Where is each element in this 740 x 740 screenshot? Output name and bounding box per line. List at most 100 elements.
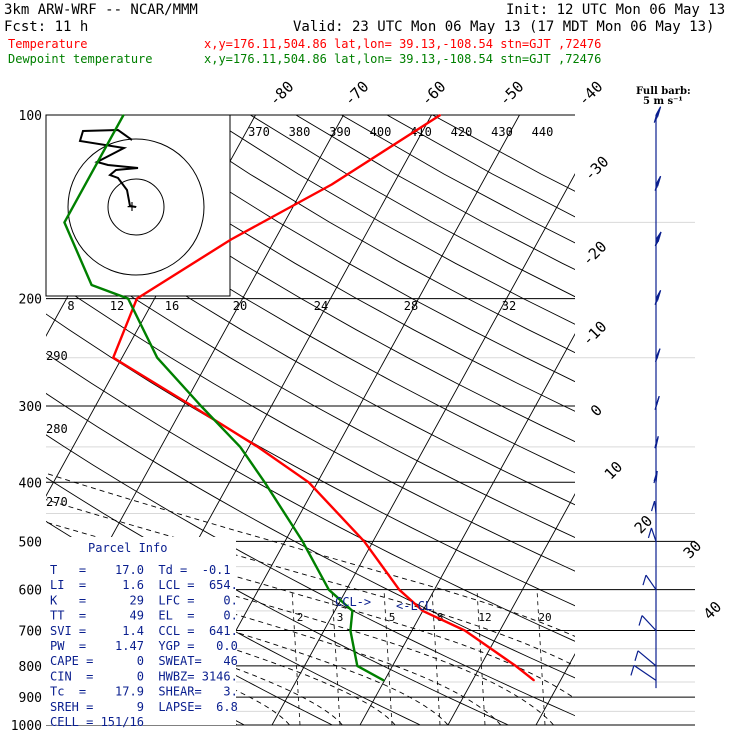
wind-barb-feather	[642, 574, 647, 586]
dewpoint-line-point	[356, 665, 359, 667]
wind-barb-feather	[638, 615, 643, 626]
dewpoint-line-point	[156, 356, 158, 359]
wind-barb-feather	[654, 351, 660, 363]
dewpoint-line-point	[239, 446, 241, 448]
dry-adiabat	[67, 115, 575, 412]
temperature-line-point	[464, 629, 466, 632]
dewpoint-line-point	[122, 114, 125, 116]
mixing-ratio-label: 5	[389, 611, 396, 624]
hodograph-speed-label: 12	[110, 299, 124, 313]
mixing-ratio-line	[476, 589, 486, 725]
dewpoint-line-point	[301, 540, 304, 543]
isotherm-label: -30	[581, 153, 613, 185]
wind-barb	[653, 500, 657, 514]
wind-barb-feather	[654, 180, 659, 191]
dry-adiabat	[46, 434, 575, 717]
mixing-ratio-label: 2	[297, 611, 304, 624]
isotherm-label: -70	[341, 78, 373, 110]
model-title: 3km ARW-WRF -- NCAR/MMM	[4, 2, 198, 18]
isotherm	[359, 333, 575, 725]
isotherm-label: -60	[418, 78, 450, 110]
mixing-ratio-label: 3	[337, 611, 344, 624]
full-barb-title: Full barb:	[636, 86, 691, 97]
theta-label: 370	[248, 125, 270, 139]
parcel-info-row: LI = 1.6 LCL = 654.	[50, 578, 238, 592]
mixing-ratio-label: 12	[478, 611, 491, 624]
mixing-ratio-line	[536, 589, 546, 725]
wind-barb	[637, 650, 657, 667]
wind-barb	[633, 664, 657, 681]
pressure-tick-label: 400	[19, 476, 42, 491]
isotherm	[705, 87, 740, 738]
temperature-line-point	[307, 481, 310, 484]
temperature-line-point	[422, 610, 424, 612]
isotherm-label: -80	[266, 78, 298, 110]
temperature-line-point	[112, 356, 114, 359]
dry-adiabat	[46, 392, 575, 679]
isotherm	[0, 87, 7, 738]
dry-adiabat	[113, 115, 575, 383]
dry-adiabat	[341, 115, 575, 244]
dry-adiabat	[46, 166, 575, 474]
lcl-annotation: <-LCL	[396, 599, 432, 613]
wind-barb-feather	[630, 665, 635, 676]
pressure-tick-label: 700	[19, 625, 42, 640]
hodograph-ring	[67, 138, 205, 276]
wind-barb-feather	[650, 500, 656, 512]
wind-barb-feather	[653, 112, 658, 123]
isotherm-label: -50	[496, 78, 528, 110]
pressure-tick-label: 200	[19, 293, 42, 308]
isotherm	[535, 653, 575, 725]
chart-marks	[63, 106, 662, 689]
pressure-tick-label: 300	[19, 400, 42, 415]
isotherm-label: 0	[587, 401, 606, 420]
dry-adiabat	[250, 115, 575, 298]
hodograph-trace	[78, 128, 139, 208]
hodograph-ring	[107, 178, 165, 236]
temperature-line-point	[136, 297, 138, 300]
isotherm	[183, 115, 521, 725]
dewpoint-line-point	[349, 629, 352, 632]
ccl-annotation: CCL->	[335, 595, 371, 609]
hodograph-speed-label: 20	[233, 299, 247, 313]
parcel-info-row: Tc = 17.9 SHEAR= 3.	[50, 685, 238, 699]
dry-adiabat	[46, 566, 333, 725]
pressure-tick-label: 1000	[11, 719, 42, 734]
dry-adiabat	[204, 115, 575, 325]
isotherm-label: -40	[575, 78, 607, 110]
wind-barb-feather	[634, 650, 639, 661]
hodograph-speed-label: 24	[314, 299, 328, 313]
dewpoint-line-point	[382, 679, 385, 682]
temperature-line-point	[533, 679, 535, 682]
hodograph-box	[45, 114, 231, 297]
dry-adiabat	[46, 131, 575, 443]
dry-adiabat	[295, 115, 575, 271]
dewpoint-line-point	[63, 221, 66, 224]
theta-left-label: 290	[46, 349, 68, 363]
theta-label: 410	[410, 125, 432, 139]
legend-dewpoint: Dewpoint temperature	[8, 52, 153, 66]
temperature-line-point	[363, 540, 366, 543]
parcel-info-row: K = 29 LFC = 0.	[50, 593, 238, 607]
dewpoint-line-point	[263, 481, 266, 484]
legend-temperature: Temperature	[8, 37, 87, 51]
theta-left-label: 270	[46, 495, 68, 509]
mixing-ratio-line	[291, 589, 301, 725]
pressure-tick-label: 900	[19, 691, 42, 706]
temperature-line-point	[398, 588, 401, 591]
parcel-info-row: PW = 1.47 YGP = 0.0	[50, 639, 238, 653]
dewpoint-line	[63, 114, 385, 682]
valid-time: Valid: 23 UTC Mon 06 May 13 (17 MDT Mon …	[293, 19, 714, 35]
dewpoint-location: x,y=176.11,504.86 lat,lon= 39.13,-108.54…	[204, 52, 601, 66]
parcel-info-row: TT = 49 EL = 0.	[50, 609, 238, 623]
mixing-ratio-line	[383, 589, 393, 725]
hodograph-speed-label: 32	[502, 299, 516, 313]
parcel-info-row: SVI = 1.4 CCL = 641.	[50, 624, 238, 638]
mixing-ratio-label: 20	[538, 611, 551, 624]
isotherm-label: 10	[601, 458, 627, 484]
dewpoint-line-point	[200, 405, 202, 407]
dewpoint-line-point	[90, 284, 93, 286]
temperature-line-point	[230, 238, 232, 241]
hodograph-speed-label: 16	[165, 299, 179, 313]
theta-label: 420	[451, 125, 473, 139]
